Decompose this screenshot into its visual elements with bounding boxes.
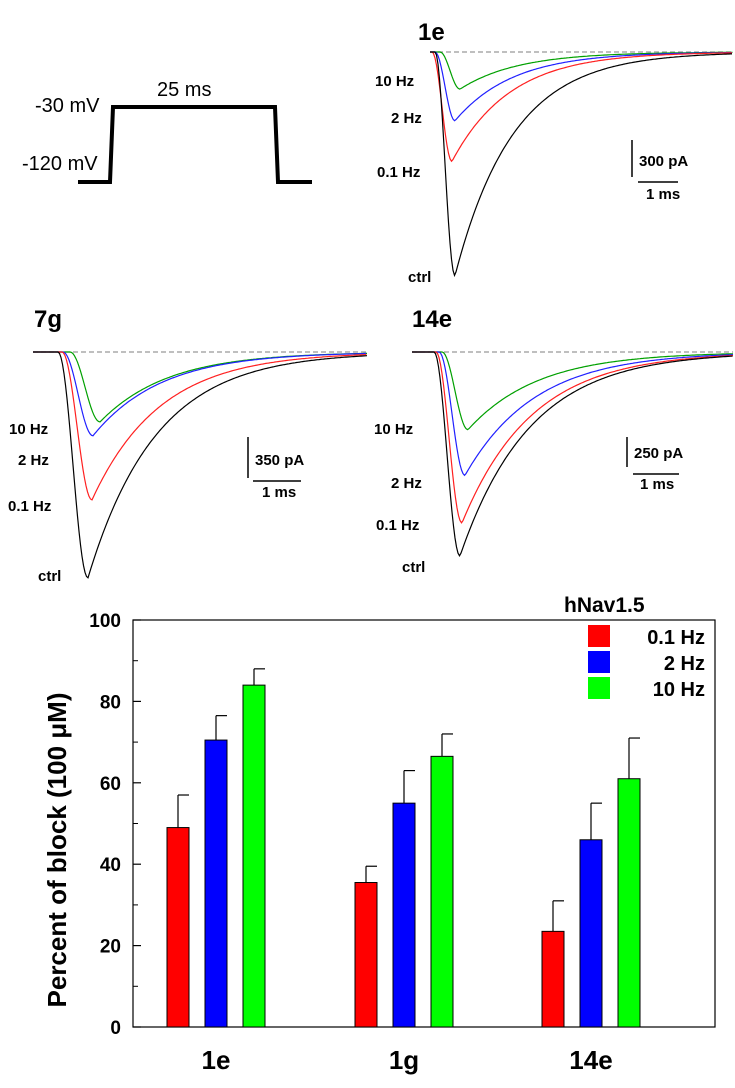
bar [392,802,416,1028]
protocol-duration-label: 25 ms [157,79,211,101]
label-10hz: 10 Hz [9,421,48,438]
trace-2hz [412,351,733,477]
label-10hz: 10 Hz [374,421,413,438]
scale-current-label: 350 pA [255,452,304,469]
y-axis-ticks: 0 20 40 60 80 100 [89,611,141,1039]
protocol-hold-label: -120 mV [22,153,98,175]
trace-title: 14e [412,306,452,333]
trace-0-1hz [33,351,367,501]
bars [166,668,641,1028]
y-tick-label: 20 [100,937,121,958]
legend-label: 0.1 Hz [647,627,705,649]
scale-time-label: 1 ms [646,186,680,203]
trace-ctrl [412,351,733,558]
x-tick-label: 1g [389,1045,419,1075]
label-ctrl: ctrl [38,568,61,585]
scale-current-label: 300 pA [639,153,688,170]
legend-swatch [588,625,610,647]
y-tick-label: 60 [100,774,121,795]
x-tick-label: 14e [569,1045,612,1075]
label-10hz: 10 Hz [375,73,414,90]
trace-10hz [33,351,367,423]
label-2hz: 2 Hz [391,110,422,127]
trace-curves [412,351,733,558]
y-tick-label: 100 [89,611,121,632]
trace-curves [430,51,733,278]
bar [204,739,228,1028]
bar [541,930,565,1028]
legend-label: 2 Hz [664,653,705,675]
y-axis-label: Percent of block (100 μM) [42,693,72,1008]
trace-panel-7g: 7g 10 Hz 2 Hz 0.1 Hz ctrl 350 pA 1 ms [8,306,368,585]
label-ctrl: ctrl [402,559,425,576]
label-0-1hz: 0.1 Hz [376,517,419,534]
trace-title: 7g [34,306,62,333]
protocol-waveform [78,105,312,184]
label-2hz: 2 Hz [391,475,422,492]
legend: 0.1 Hz 2 Hz 10 Hz [588,625,705,701]
bar [166,827,190,1028]
label-2hz: 2 Hz [18,452,49,469]
label-ctrl: ctrl [408,269,431,286]
bar [579,839,603,1028]
trace-panel-14e: 14e 10 Hz 2 Hz 0.1 Hz ctrl 250 pA 1 ms [374,306,733,576]
trace-ctrl [33,351,368,579]
trace-10hz [412,351,733,431]
trace-2hz [33,351,366,437]
y-tick-label: 40 [100,855,121,876]
trace-10hz [430,51,733,90]
trace-0-1hz [412,351,733,524]
legend-swatch [588,677,610,699]
scale-time-label: 1 ms [262,484,296,501]
bar-chart: hNav1.5 Percent of block (100 μM) 0 20 40 6… [42,594,716,1075]
bar [430,755,454,1028]
trace-curves [33,351,368,579]
legend-label: 10 Hz [653,679,705,701]
x-axis-labels: 1e 1g 14e [202,1045,613,1075]
legend-swatch [588,651,610,673]
trace-2hz [430,51,732,122]
trace-panel-1e: 1e 10 Hz 2 Hz 0.1 Hz ctrl 300 pA 1 ms [375,19,733,286]
label-0-1hz: 0.1 Hz [377,164,420,181]
scale-current-label: 250 pA [634,445,683,462]
trace-ctrl [430,51,732,278]
voltage-protocol: 25 ms -30 mV -120 mV [22,79,312,184]
bar [242,684,266,1028]
chart-title: hNav1.5 [564,594,645,617]
y-tick-label: 0 [110,1018,121,1039]
bar [617,778,641,1028]
scale-time-label: 1 ms [640,476,674,493]
y-tick-label: 80 [100,692,121,713]
label-0-1hz: 0.1 Hz [8,498,51,515]
trace-0-1hz [430,51,732,163]
protocol-step-label: -30 mV [35,95,100,117]
trace-title: 1e [418,19,445,46]
bar [354,882,378,1028]
x-tick-label: 1e [202,1045,231,1075]
